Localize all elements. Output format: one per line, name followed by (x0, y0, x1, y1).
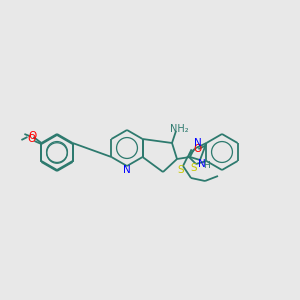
Text: H: H (202, 161, 209, 170)
Text: NH₂: NH₂ (170, 124, 188, 134)
Text: N: N (198, 159, 206, 169)
Text: O: O (27, 134, 35, 144)
Text: O: O (193, 144, 201, 154)
Text: S: S (191, 163, 197, 173)
Text: N: N (194, 138, 202, 148)
Text: N: N (123, 165, 131, 175)
Text: S: S (178, 165, 184, 175)
Text: O: O (28, 131, 37, 141)
